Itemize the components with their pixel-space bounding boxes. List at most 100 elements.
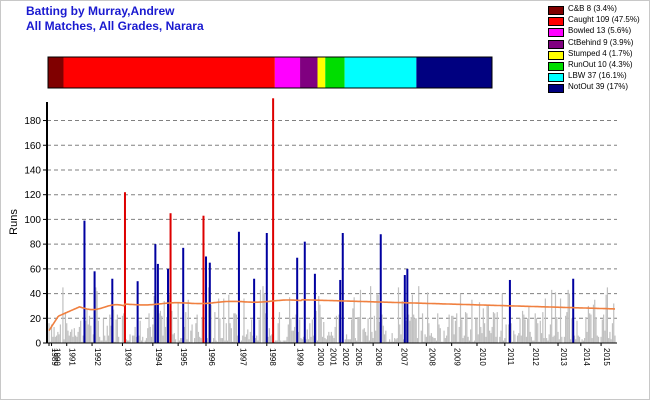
innings-bar (534, 313, 536, 343)
innings-bar (92, 334, 94, 343)
innings-bar (577, 335, 579, 343)
innings-bar (423, 341, 425, 343)
innings-bar (48, 323, 50, 343)
innings-bar (345, 334, 348, 343)
innings-bar (468, 340, 470, 343)
innings-bar (168, 294, 170, 343)
innings-bar (191, 324, 193, 343)
innings-bar (80, 320, 82, 343)
innings-bar (482, 308, 484, 343)
innings-bar (85, 320, 87, 343)
innings-bar (276, 340, 278, 343)
innings-bar (443, 330, 445, 343)
innings-bar (399, 324, 401, 343)
innings-bar (148, 313, 150, 343)
innings-bar (244, 336, 246, 343)
innings-bar (250, 319, 253, 343)
innings-bar (256, 335, 258, 343)
innings-bar (413, 314, 415, 343)
innings-bar (74, 335, 77, 343)
innings-bar (305, 339, 307, 343)
innings-bar (78, 326, 80, 343)
innings-bar (543, 338, 545, 343)
innings-bar (116, 314, 118, 343)
legend-swatch (548, 17, 564, 27)
innings-bar (107, 335, 110, 343)
innings-bar (181, 338, 183, 343)
innings-bar (210, 304, 212, 343)
x-tick-label: 1994 (154, 348, 163, 366)
x-tick-label: 1998 (268, 348, 277, 366)
innings-bar (409, 320, 411, 343)
innings-bar (295, 314, 297, 343)
innings-bar (214, 312, 216, 343)
innings-bar (254, 338, 256, 343)
stacked-bar-outline (47, 56, 493, 89)
innings-bar (438, 324, 440, 343)
innings-bar (309, 323, 311, 343)
innings-bar (424, 334, 426, 343)
innings-bar (566, 312, 568, 343)
innings-bar (494, 313, 496, 343)
innings-bar (273, 341, 275, 343)
innings-bar (428, 323, 430, 343)
innings-bar (440, 341, 443, 343)
innings-bar (516, 335, 519, 343)
innings-bar (299, 319, 301, 343)
innings-bar (281, 341, 283, 343)
innings-bar (508, 324, 510, 343)
innings-bar (321, 336, 324, 343)
innings-bar (344, 339, 346, 343)
innings-bar (319, 304, 321, 343)
innings-bar (489, 330, 491, 343)
x-tick-label: 2011 (506, 348, 515, 366)
innings-bar (382, 325, 384, 343)
caught-innings-bar (202, 215, 205, 343)
innings-bar (76, 336, 78, 343)
innings-bar (467, 336, 469, 343)
innings-bar (405, 320, 407, 343)
innings-bar (257, 340, 259, 343)
innings-bar (58, 334, 60, 343)
innings-bar (563, 336, 565, 343)
innings-bar (115, 319, 117, 343)
innings-bar (53, 326, 55, 343)
innings-bar (464, 312, 467, 343)
stacked-segment-bowled (274, 57, 301, 88)
innings-bar (356, 340, 358, 343)
notout-innings-bar (313, 273, 316, 343)
innings-bar (233, 313, 235, 343)
innings-bar (597, 336, 600, 343)
innings-bar (449, 341, 451, 343)
innings-bar (432, 336, 434, 343)
innings-bar (387, 341, 389, 343)
innings-bar (429, 335, 431, 343)
innings-bar (216, 341, 219, 343)
innings-bar (87, 324, 89, 343)
innings-bar (245, 334, 248, 343)
innings-bar (57, 331, 59, 343)
innings-bar (521, 310, 524, 343)
legend-swatch (548, 6, 564, 15)
innings-bar (338, 314, 340, 343)
innings-bar (163, 300, 165, 343)
innings-bar (453, 334, 455, 343)
innings-bar (580, 341, 582, 343)
innings-bar (481, 333, 483, 343)
y-tick-label: 100 (24, 215, 41, 226)
innings-bar (349, 339, 351, 343)
notout-innings-bar (253, 278, 256, 343)
innings-bar (177, 302, 179, 343)
innings-bar (578, 336, 581, 343)
innings-bar (454, 320, 457, 343)
innings-bar (138, 335, 140, 343)
innings-bar (530, 336, 533, 343)
innings-bar (385, 330, 387, 343)
innings-bar (297, 331, 300, 343)
innings-bar (556, 317, 558, 343)
innings-bar (396, 338, 398, 343)
innings-bar (196, 314, 198, 343)
innings-bar (447, 326, 449, 343)
innings-bar (483, 323, 486, 343)
x-tick-label: 2001 (329, 348, 338, 366)
